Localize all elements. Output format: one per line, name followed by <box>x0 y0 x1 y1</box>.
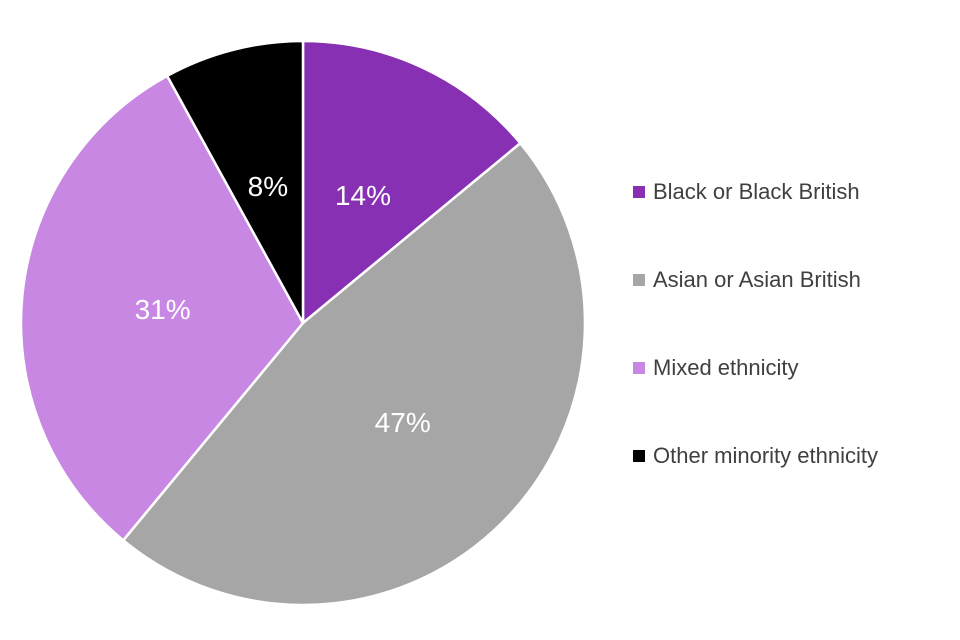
legend-item: Other minority ethnicity <box>633 442 878 470</box>
pie-slice-label-2: 31% <box>135 294 191 325</box>
pie-slice-0 <box>301 39 522 325</box>
legend-item: Mixed ethnicity <box>633 354 878 382</box>
pie-slice-1 <box>122 142 587 607</box>
legend-swatch-icon <box>633 186 645 198</box>
legend-item: Black or Black British <box>633 178 878 206</box>
legend-label: Other minority ethnicity <box>653 443 878 468</box>
pie-slice-label-3: 8% <box>248 171 288 202</box>
pie-slice-3 <box>165 39 305 325</box>
pie-slice-label-0: 14% <box>335 180 391 211</box>
chart-legend: Black or Black British Asian or Asian Br… <box>633 178 878 470</box>
legend-label: Asian or Asian British <box>653 267 861 292</box>
pie-slice-2 <box>19 74 305 542</box>
legend-label: Black or Black British <box>653 179 860 204</box>
legend-label: Mixed ethnicity <box>653 355 799 380</box>
legend-swatch-icon <box>633 362 645 374</box>
legend-item: Asian or Asian British <box>633 266 878 294</box>
legend-swatch-icon <box>633 274 645 286</box>
pie-slice-label-1: 47% <box>375 407 431 438</box>
legend-swatch-icon <box>633 450 645 462</box>
